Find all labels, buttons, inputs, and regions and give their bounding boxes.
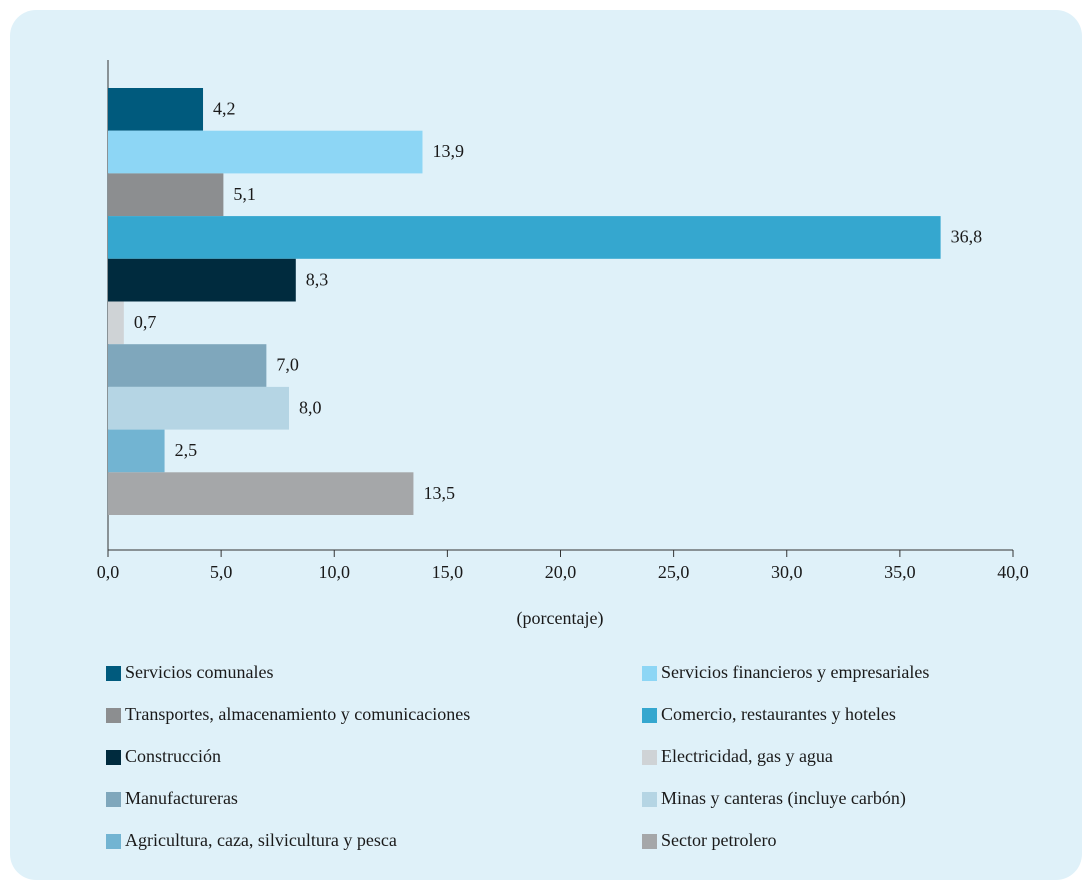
legend-label: Manufactureras — [125, 788, 238, 808]
x-tick-label: 0,0 — [97, 562, 120, 582]
data-label: 8,0 — [299, 397, 322, 417]
bar — [108, 301, 124, 345]
bar — [108, 216, 941, 259]
bar — [108, 386, 289, 430]
data-label: 13,5 — [423, 483, 455, 503]
bar — [108, 258, 296, 302]
legend-swatch — [642, 666, 657, 681]
bar — [108, 344, 267, 387]
x-tick-label: 35,0 — [884, 562, 916, 582]
data-label: 13,9 — [432, 141, 464, 161]
legend-label: Construcción — [125, 746, 221, 766]
x-tick-label: 25,0 — [658, 562, 690, 582]
x-axis-label: (porcentaje) — [517, 608, 604, 629]
data-label: 0,7 — [134, 312, 157, 332]
legend-swatch — [106, 834, 121, 849]
legend-label: Transportes, almacenamiento y comunicaci… — [125, 704, 470, 724]
legend-label: Electricidad, gas y agua — [661, 746, 833, 766]
legend-label: Comercio, restaurantes y hoteles — [661, 704, 896, 724]
data-label: 7,0 — [276, 355, 299, 375]
legend-swatch — [642, 834, 657, 849]
x-tick-label: 30,0 — [771, 562, 803, 582]
data-label: 4,2 — [213, 98, 236, 118]
x-tick-label: 20,0 — [545, 562, 577, 582]
legend-swatch — [106, 750, 121, 765]
legend-swatch — [642, 750, 657, 765]
x-tick-label: 15,0 — [432, 562, 464, 582]
legend-label: Sector petrolero — [661, 830, 776, 850]
data-label: 8,3 — [306, 269, 329, 289]
legend-swatch — [106, 792, 121, 807]
data-label: 5,1 — [233, 184, 256, 204]
data-label: 2,5 — [175, 440, 198, 460]
x-tick-label: 5,0 — [210, 562, 233, 582]
data-label: 36,8 — [951, 227, 983, 247]
legend-label: Servicios financieros y empresariales — [661, 662, 929, 682]
legend-label: Servicios comunales — [125, 662, 273, 682]
bar — [108, 472, 414, 515]
legend-swatch — [642, 792, 657, 807]
legend-swatch — [642, 708, 657, 723]
legend-label: Minas y canteras (incluye carbón) — [661, 788, 906, 809]
legend-label: Agricultura, caza, silvicultura y pesca — [125, 830, 397, 850]
bar — [108, 88, 204, 131]
bar — [108, 130, 423, 174]
bar — [108, 173, 224, 217]
x-tick-label: 40,0 — [997, 562, 1029, 582]
bar — [108, 429, 165, 473]
legend-swatch — [106, 708, 121, 723]
legend-swatch — [106, 666, 121, 681]
x-tick-label: 10,0 — [319, 562, 351, 582]
